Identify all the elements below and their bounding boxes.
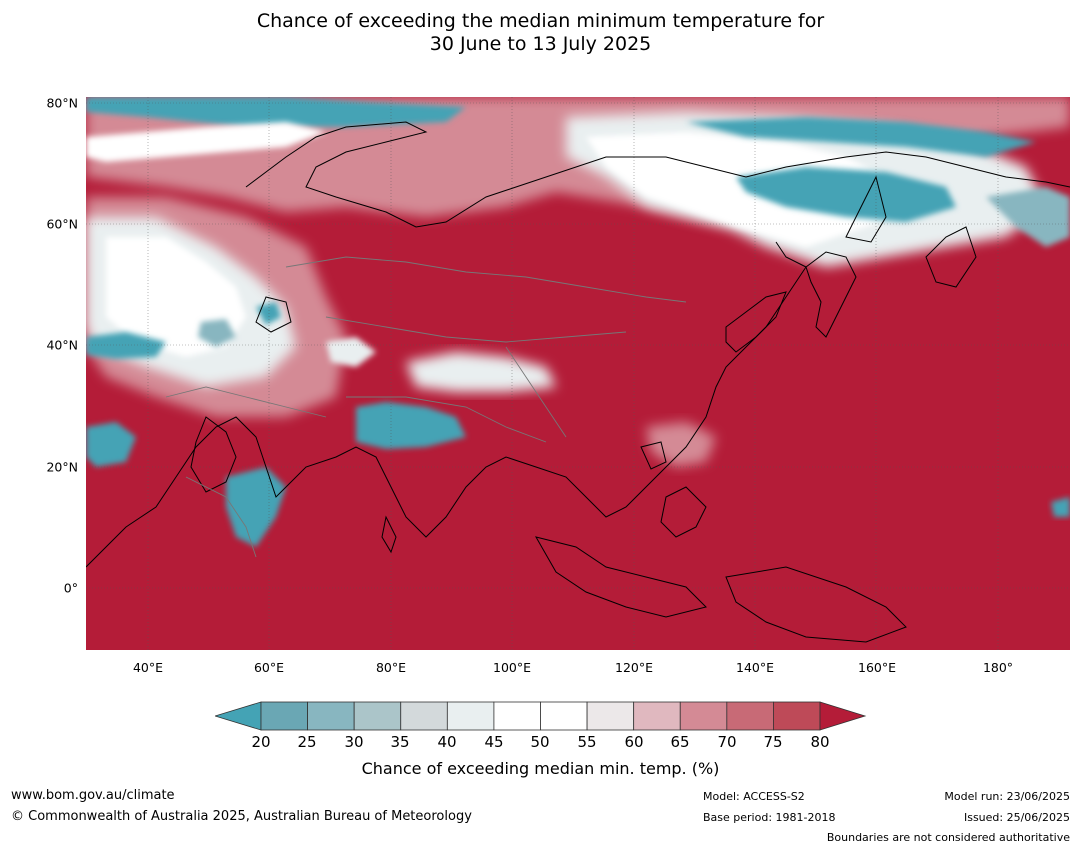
lon-label-140e: 140°E xyxy=(735,660,775,675)
western-probability-region xyxy=(86,197,346,417)
lat-label-0: 0° xyxy=(63,580,78,596)
colorbar-swatch xyxy=(353,701,402,731)
lat-label-40n: 40°N xyxy=(46,337,78,353)
country-boundaries xyxy=(165,256,687,558)
footer-model-run: Model run: 23/06/2025 xyxy=(944,790,1070,803)
lon-label-120e: 120°E xyxy=(614,660,654,675)
colorbar-tick: 70 xyxy=(717,733,737,751)
colorbar-tick: 20 xyxy=(251,733,271,751)
map-svg xyxy=(86,97,1070,650)
colorbar-swatch xyxy=(679,701,728,731)
colorbar-swatch xyxy=(773,701,821,731)
footer-base-period: Base period: 1981-2018 xyxy=(703,811,836,824)
footer-issued: Issued: 25/06/2025 xyxy=(963,811,1070,824)
lon-label-100e: 100°E xyxy=(492,660,532,675)
lon-label-60e: 60°E xyxy=(253,660,285,675)
colorbar-tick: 40 xyxy=(437,733,457,751)
colorbar-tick: 30 xyxy=(344,733,364,751)
colorbar-tick: 65 xyxy=(670,733,690,751)
colorbar-tick: 75 xyxy=(763,733,783,751)
colorbar-swatch xyxy=(726,701,774,731)
colorbar-swatch xyxy=(307,701,355,731)
colorbar-swatch xyxy=(633,701,681,731)
chart-title: Chance of exceeding the median minimum t… xyxy=(0,10,1081,56)
colorbar-swatch xyxy=(586,701,635,731)
lat-label-60n: 60°N xyxy=(46,216,78,232)
northern-probability-band xyxy=(86,97,1070,267)
footer-copyright: © Commonwealth of Australia 2025, Austra… xyxy=(11,809,472,824)
colorbar-tick: 60 xyxy=(624,733,644,751)
title-line-1: Chance of exceeding the median minimum t… xyxy=(256,10,825,32)
lat-label-20n: 20°N xyxy=(46,459,78,475)
coastlines xyxy=(86,121,1070,643)
lon-label-160e: 160°E xyxy=(857,660,897,675)
lon-label-180: 180° xyxy=(982,660,1014,675)
probability-map xyxy=(86,97,1070,650)
footer-model: Model: ACCESS-S2 xyxy=(703,790,805,803)
colorbar-swatch xyxy=(493,701,541,731)
colorbar-tick: 80 xyxy=(810,733,830,751)
colorbar-tick: 50 xyxy=(530,733,550,751)
colorbar-swatches xyxy=(215,701,867,731)
colorbar-swatch xyxy=(400,701,448,731)
footer-website: www.bom.gov.au/climate xyxy=(11,788,175,803)
colorbar-swatch xyxy=(260,701,308,731)
colorbar-tick: 35 xyxy=(390,733,410,751)
southwest-probability-region xyxy=(86,422,1070,547)
title-line-2: 30 June to 13 July 2025 xyxy=(429,33,652,55)
graticule xyxy=(86,97,1070,650)
central-asia-probability-region xyxy=(326,337,556,449)
colorbar-extend-high xyxy=(819,701,867,731)
lat-label-80n: 80°N xyxy=(46,95,78,111)
colorbar xyxy=(215,701,867,731)
colorbar-tick: 25 xyxy=(297,733,317,751)
colorbar-tick: 55 xyxy=(577,733,597,751)
colorbar-extend-low xyxy=(215,701,262,731)
lon-label-80e: 80°E xyxy=(375,660,407,675)
colorbar-swatch xyxy=(446,701,495,731)
lon-label-40e: 40°E xyxy=(132,660,164,675)
footer-disclaimer: Boundaries are not considered authoritat… xyxy=(826,831,1070,844)
colorbar-label: Chance of exceeding median min. temp. (%… xyxy=(361,759,720,778)
colorbar-swatch xyxy=(540,701,588,731)
colorbar-tick: 45 xyxy=(484,733,504,751)
